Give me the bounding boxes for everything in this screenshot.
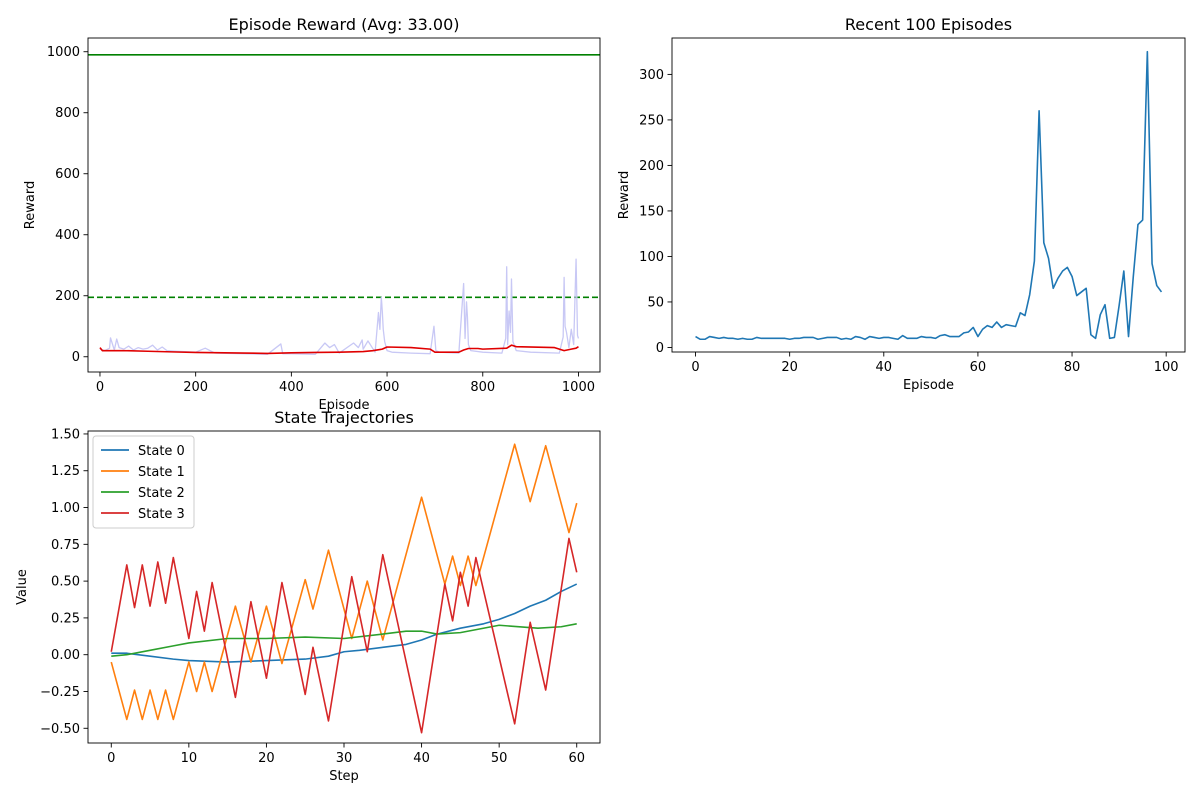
x-tick-label: 60 (970, 360, 987, 375)
y-tick-label: 0 (656, 341, 664, 356)
legend-label: State 3 (138, 507, 185, 522)
x-tick-label: 40 (876, 360, 893, 375)
y-tick-label: 1.50 (51, 427, 80, 442)
x-tick-label: 1000 (562, 380, 595, 395)
x-tick-label: 200 (183, 380, 208, 395)
legend-entry: State 2 (101, 486, 185, 501)
y-tick-label: 400 (55, 228, 80, 243)
x-tick-label: 0 (96, 380, 104, 395)
x-tick-label: 40 (413, 751, 430, 766)
y-tick-label: 600 (55, 167, 80, 182)
x-tick-label: 100 (1154, 360, 1179, 375)
y-tick-label: 1000 (47, 45, 80, 60)
y-axis-label: Reward (23, 181, 38, 229)
y-tick-label: 0.75 (51, 538, 80, 553)
x-tick-label: 0 (107, 751, 115, 766)
y-tick-label: 200 (55, 289, 80, 304)
y-tick-label: 0.00 (51, 648, 80, 663)
chart-title: Episode Reward (Avg: 33.00) (229, 15, 460, 34)
y-tick-label: 800 (55, 106, 80, 121)
plot-frame (671, 37, 1186, 353)
chart-reward: 0 200 400 600 800 1000 0 200 400 600 800 1000 Episod… (23, 15, 601, 413)
x-tick-label: 10 (181, 751, 198, 766)
chart-recent: 0 20 40 60 80 100 0 50 100 150 200 250 300 Recent 100… (617, 15, 1186, 393)
y-tick-label: 100 (639, 250, 664, 265)
series-moving-average-line (99, 344, 579, 355)
x-tick-label: 30 (336, 751, 353, 766)
y-tick-label: 1.00 (51, 501, 80, 516)
x-tick-label: 0 (691, 360, 699, 375)
x-tick-label: 800 (470, 380, 495, 395)
x-tick-label: 50 (491, 751, 508, 766)
legend-entry: State 0 (101, 444, 185, 459)
y-tick-label: 1.25 (51, 464, 80, 479)
y-tick-label: 150 (639, 204, 664, 219)
y-tick-label: 300 (639, 68, 664, 83)
series-state-0-line (111, 583, 578, 663)
series-raw-line (99, 258, 580, 355)
legend-box (92, 435, 195, 529)
series-0-line (695, 50, 1163, 341)
y-tick-label: 50 (647, 295, 664, 310)
y-tick-label: 0.25 (51, 611, 80, 626)
x-tick-label: 20 (781, 360, 798, 375)
x-tick-label: 80 (1064, 360, 1081, 375)
y-tick-label: 0 (72, 350, 80, 365)
legend-entry: State 1 (101, 465, 185, 480)
y-axis-label: Value (15, 569, 30, 605)
y-axis-label: Reward (617, 171, 632, 219)
x-tick-label: 600 (375, 380, 400, 395)
y-tick-label: 250 (639, 113, 664, 128)
chart-states: 0 10 20 30 40 50 60 −0.50 −0.25 0.00 0.25 0.50 0.75 1… (15, 408, 601, 784)
chart-title: State Trajectories (274, 408, 414, 427)
x-tick-label: 400 (279, 380, 304, 395)
x-axis-label: Step (329, 769, 359, 784)
y-tick-label: 0.50 (51, 575, 80, 590)
y-tick-label: 200 (639, 159, 664, 174)
x-axis-label: Episode (318, 398, 369, 413)
y-tick-label: −0.50 (40, 722, 80, 737)
x-tick-label: 20 (258, 751, 275, 766)
chart-title: Recent 100 Episodes (845, 15, 1012, 34)
legend-entry: State 3 (101, 507, 185, 522)
legend-label: State 0 (138, 444, 185, 459)
y-tick-label: −0.25 (40, 685, 80, 700)
legend-label: State 2 (138, 486, 185, 501)
plot-frame (87, 37, 601, 373)
series-state-3-line (110, 537, 578, 734)
legend-label: State 1 (138, 465, 185, 480)
x-tick-label: 60 (568, 751, 585, 766)
x-axis-label: Episode (903, 378, 954, 393)
